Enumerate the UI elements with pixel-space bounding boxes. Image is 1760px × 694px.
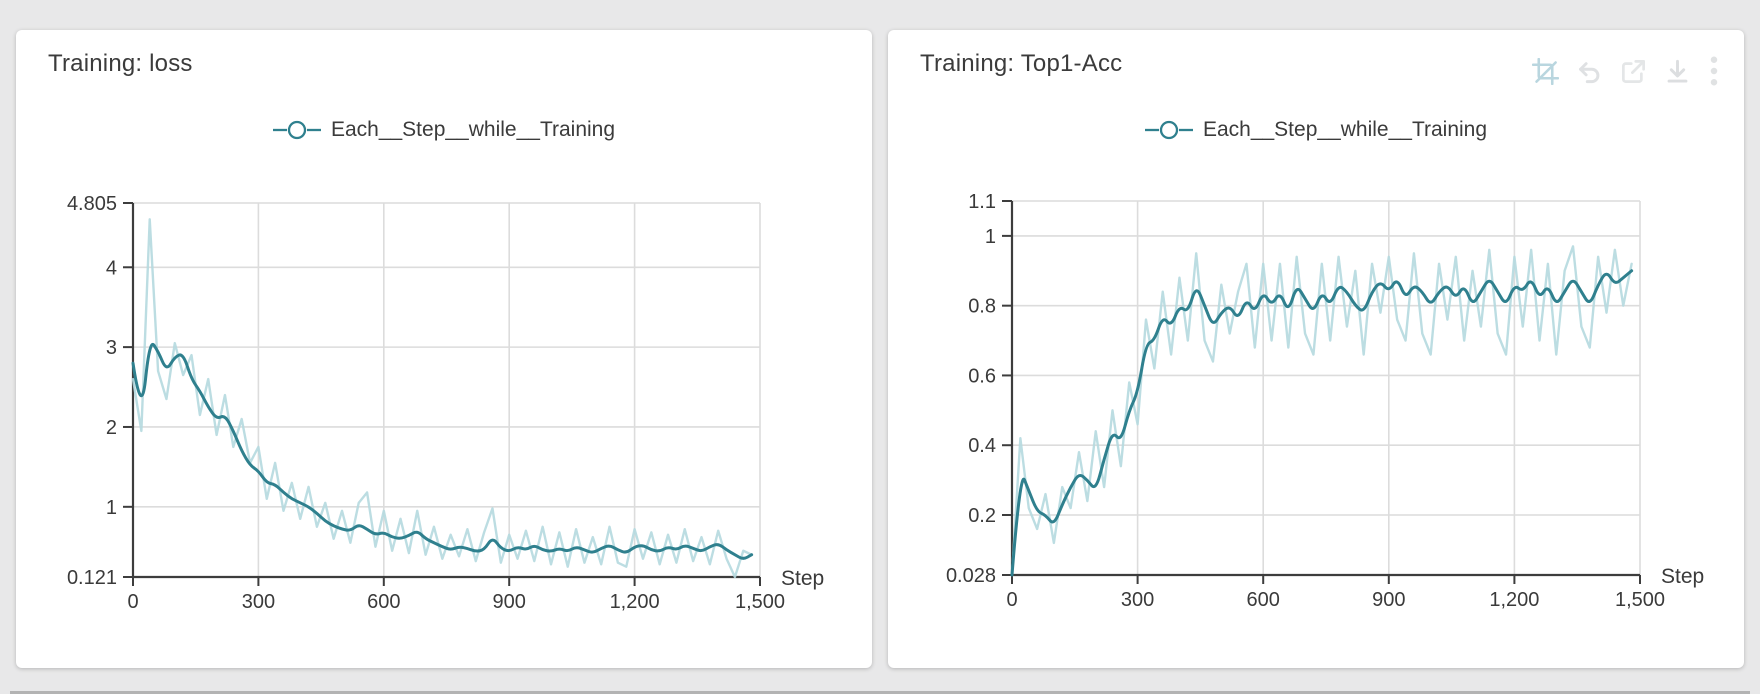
raw-series-line xyxy=(1010,245,1633,577)
x-tick-label: 0 xyxy=(127,591,138,613)
chart-card-loss: Training: loss 4.805 4 3 2 1 0.121 0 300 600 900 1… xyxy=(16,30,872,668)
x-axis-title: Step xyxy=(1661,565,1704,588)
x-tick-label: 1,500 xyxy=(1615,589,1665,611)
legend-top1-acc[interactable]: Each__Step__while__Training xyxy=(888,118,1744,142)
y-tick-label: 4.805 xyxy=(67,193,117,215)
x-tick-label: 600 xyxy=(367,591,400,613)
y-tick-label: 3 xyxy=(106,337,117,359)
chart-card-top1-acc: Training: Top1-Acc xyxy=(888,30,1744,668)
chart-title-top1-acc: Training: Top1-Acc xyxy=(920,50,1123,77)
smoothed-series-line xyxy=(1010,269,1634,577)
legend-label: Each__Step__while__Training xyxy=(330,118,616,141)
y-tick-label: 0.028 xyxy=(946,565,996,587)
y-tick-label: 0.6 xyxy=(968,365,996,387)
legend-line-circle-marker xyxy=(272,120,321,140)
y-tick-label: 1.1 xyxy=(968,191,996,213)
raw-series-line xyxy=(131,218,753,579)
chart-toolbar xyxy=(1532,56,1720,86)
y-tick-label: 0.4 xyxy=(968,435,996,457)
x-tick-label: 900 xyxy=(493,591,526,613)
x-axis-title: Step xyxy=(781,567,824,590)
undo-icon[interactable] xyxy=(1576,58,1603,85)
x-tick-label: 900 xyxy=(1372,589,1405,611)
y-tick-label: 1 xyxy=(106,497,117,519)
open-external-icon[interactable] xyxy=(1620,58,1647,85)
legend-line-circle-marker xyxy=(1144,120,1193,140)
x-tick-label: 1,500 xyxy=(735,591,785,613)
x-tick-label: 300 xyxy=(1121,589,1154,611)
y-tick-label: 0.121 xyxy=(67,567,117,589)
x-tick-label: 600 xyxy=(1247,589,1280,611)
y-tick-label: 0.8 xyxy=(968,296,996,318)
legend-label: Each__Step__while__Training xyxy=(1202,118,1488,141)
download-icon[interactable] xyxy=(1664,58,1691,85)
y-tick-label: 2 xyxy=(106,417,117,439)
x-tick-label: 1,200 xyxy=(610,591,660,613)
smoothed-series-line xyxy=(131,342,754,560)
y-tick-label: 4 xyxy=(106,257,117,279)
kebab-menu-icon[interactable] xyxy=(1708,56,1720,86)
crop-zoom-icon[interactable] xyxy=(1532,57,1559,85)
top1-acc-chart-plot[interactable]: 1.1 1 0.8 0.6 0.4 0.2 0.028 0 300 600 900 1,200 1,50… xyxy=(888,30,1744,668)
legend-loss[interactable]: Each__Step__while__Training xyxy=(16,118,872,142)
x-tick-label: 300 xyxy=(242,591,275,613)
y-tick-label: 0.2 xyxy=(968,505,996,527)
x-tick-label: 0 xyxy=(1006,589,1017,611)
y-tick-label: 1 xyxy=(985,226,996,248)
next-row-edge xyxy=(10,691,1750,694)
x-tick-label: 1,200 xyxy=(1489,589,1539,611)
chart-title-loss: Training: loss xyxy=(48,50,193,77)
